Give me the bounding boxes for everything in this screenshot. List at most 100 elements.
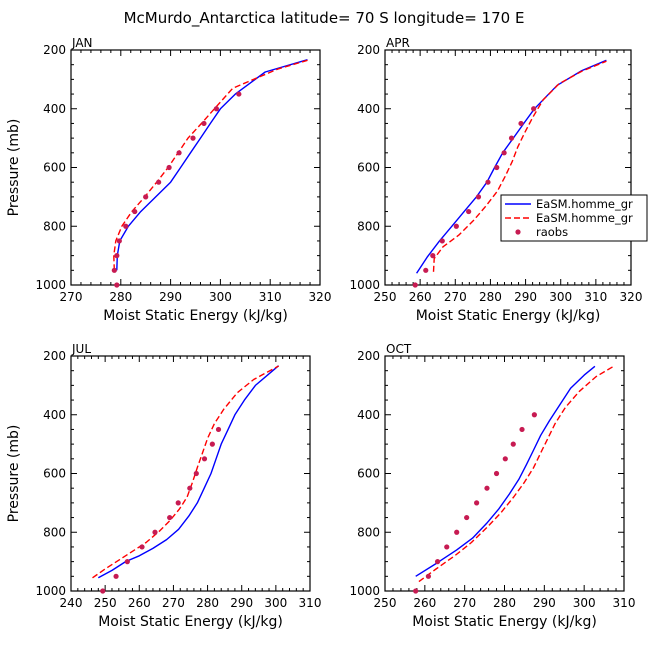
y-tick-label: 400 bbox=[357, 102, 380, 116]
panel-label: JUL bbox=[71, 342, 91, 356]
plot-frame bbox=[384, 355, 625, 592]
raobs-point bbox=[213, 106, 220, 112]
raobs-point bbox=[430, 253, 436, 259]
y-tick-label: 800 bbox=[357, 525, 380, 539]
panel-label: OCT bbox=[386, 342, 412, 356]
x-tick-label: 280 bbox=[493, 596, 516, 610]
raobs-point bbox=[531, 106, 537, 112]
plot-frame bbox=[384, 49, 632, 286]
x-axis-label: Moist Static Energy (kJ/kg) bbox=[416, 308, 601, 324]
raobs-point bbox=[190, 135, 196, 141]
x-tick-label: 320 bbox=[620, 290, 643, 304]
x-tick-label: 300 bbox=[209, 290, 232, 304]
x-tick-label: 290 bbox=[159, 290, 182, 304]
raobs-point bbox=[152, 529, 158, 535]
panel-oct: OCT 250 260 270 280 290 300 310 200 400 600 800 1000… bbox=[349, 342, 635, 630]
raobs-point bbox=[494, 164, 500, 171]
raobs-point bbox=[454, 529, 460, 535]
raobs-point bbox=[423, 267, 429, 273]
panel-apr: APR 250 260 270 280 290 300 310 320 200 400 600 800 1… bbox=[349, 36, 648, 324]
x-tick-label: 310 bbox=[259, 290, 282, 304]
y-tick-label: 400 bbox=[43, 102, 66, 116]
dashed-series-line bbox=[418, 365, 614, 583]
x-tick-label: 240 bbox=[60, 596, 83, 610]
x-tick-label: 270 bbox=[444, 290, 467, 304]
y-tick-label: 600 bbox=[357, 161, 380, 175]
legend-label: EaSM.homme_gr bbox=[536, 197, 633, 211]
raobs-point bbox=[508, 135, 515, 141]
solid-series-line bbox=[116, 59, 308, 271]
raobs-point bbox=[439, 238, 445, 244]
raobs-point bbox=[143, 194, 149, 200]
raobs-point bbox=[453, 223, 459, 229]
x-tick-label: 270 bbox=[453, 596, 476, 610]
y-tick-label: 200 bbox=[357, 349, 380, 363]
raobs-point bbox=[413, 588, 419, 594]
raobs-point bbox=[484, 485, 490, 491]
dashed-series-line bbox=[92, 365, 279, 579]
y-tick-label: 400 bbox=[43, 408, 66, 422]
raobs-point bbox=[123, 223, 129, 229]
y-tick-label: 200 bbox=[357, 43, 380, 57]
x-axis-label: Moist Static Energy (kJ/kg) bbox=[103, 308, 288, 324]
x-tick-label: 280 bbox=[196, 596, 219, 610]
raobs-point bbox=[175, 500, 181, 506]
x-tick-label: 290 bbox=[533, 596, 556, 610]
raobs-point bbox=[493, 470, 500, 477]
raobs-point bbox=[139, 544, 145, 550]
solid-series-line bbox=[415, 365, 596, 577]
y-axis-label: Pressure (mb) bbox=[6, 425, 22, 523]
x-tick-label: 260 bbox=[413, 596, 436, 610]
y-tick-label: 1000 bbox=[35, 278, 66, 292]
y-tick-label: 600 bbox=[357, 467, 380, 481]
raobs-point bbox=[100, 588, 106, 594]
x-tick-label: 300 bbox=[549, 290, 572, 304]
raobs-markers bbox=[111, 91, 242, 288]
y-tick-label: 1000 bbox=[349, 278, 380, 292]
raobs-markers bbox=[412, 106, 537, 288]
raobs-point bbox=[193, 470, 199, 477]
raobs-point bbox=[167, 514, 173, 521]
x-tick-label: 260 bbox=[128, 596, 151, 610]
raobs-point bbox=[116, 238, 122, 244]
y-tick-label: 800 bbox=[357, 219, 380, 233]
raobs-point bbox=[114, 253, 120, 259]
raobs-point bbox=[201, 120, 207, 127]
y-tick-label: 400 bbox=[357, 408, 380, 422]
raobs-point bbox=[444, 544, 450, 550]
raobs-point bbox=[114, 282, 120, 288]
x-tick-label: 270 bbox=[60, 290, 83, 304]
figure-title: McMurdo_Antarctica latitude= 70 S longit… bbox=[124, 9, 525, 28]
y-tick-label: 800 bbox=[43, 525, 66, 539]
x-tick-label: 250 bbox=[374, 290, 397, 304]
x-tick-label: 310 bbox=[613, 596, 636, 610]
raobs-point bbox=[519, 426, 525, 433]
raobs-markers bbox=[413, 412, 537, 594]
raobs-point bbox=[510, 441, 516, 447]
raobs-point bbox=[485, 179, 491, 185]
dashed-series-line bbox=[432, 60, 607, 272]
y-tick-label: 200 bbox=[43, 43, 66, 57]
panel-label: JAN bbox=[71, 36, 93, 50]
x-tick-label: 320 bbox=[309, 290, 332, 304]
x-tick-label: 290 bbox=[514, 290, 537, 304]
y-tick-label: 600 bbox=[43, 467, 66, 481]
y-tick-label: 600 bbox=[43, 161, 66, 175]
raobs-point bbox=[113, 573, 119, 579]
raobs-point bbox=[412, 282, 418, 288]
panel-jan: JAN 270 280 290 300 310 320 200 400 600 800 1000 Moi… bbox=[6, 36, 331, 324]
x-tick-label: 260 bbox=[409, 290, 432, 304]
x-tick-label: 280 bbox=[109, 290, 132, 304]
raobs-point bbox=[474, 500, 480, 506]
raobs-point bbox=[215, 426, 222, 433]
raobs-point bbox=[236, 91, 242, 97]
x-axis-label: Moist Static Energy (kJ/kg) bbox=[98, 614, 283, 630]
x-tick-label: 270 bbox=[162, 596, 185, 610]
raobs-point bbox=[425, 573, 432, 579]
solid-series-line bbox=[97, 365, 280, 579]
raobs-point bbox=[176, 150, 182, 156]
x-tick-label: 250 bbox=[374, 596, 397, 610]
raobs-point bbox=[156, 179, 162, 185]
